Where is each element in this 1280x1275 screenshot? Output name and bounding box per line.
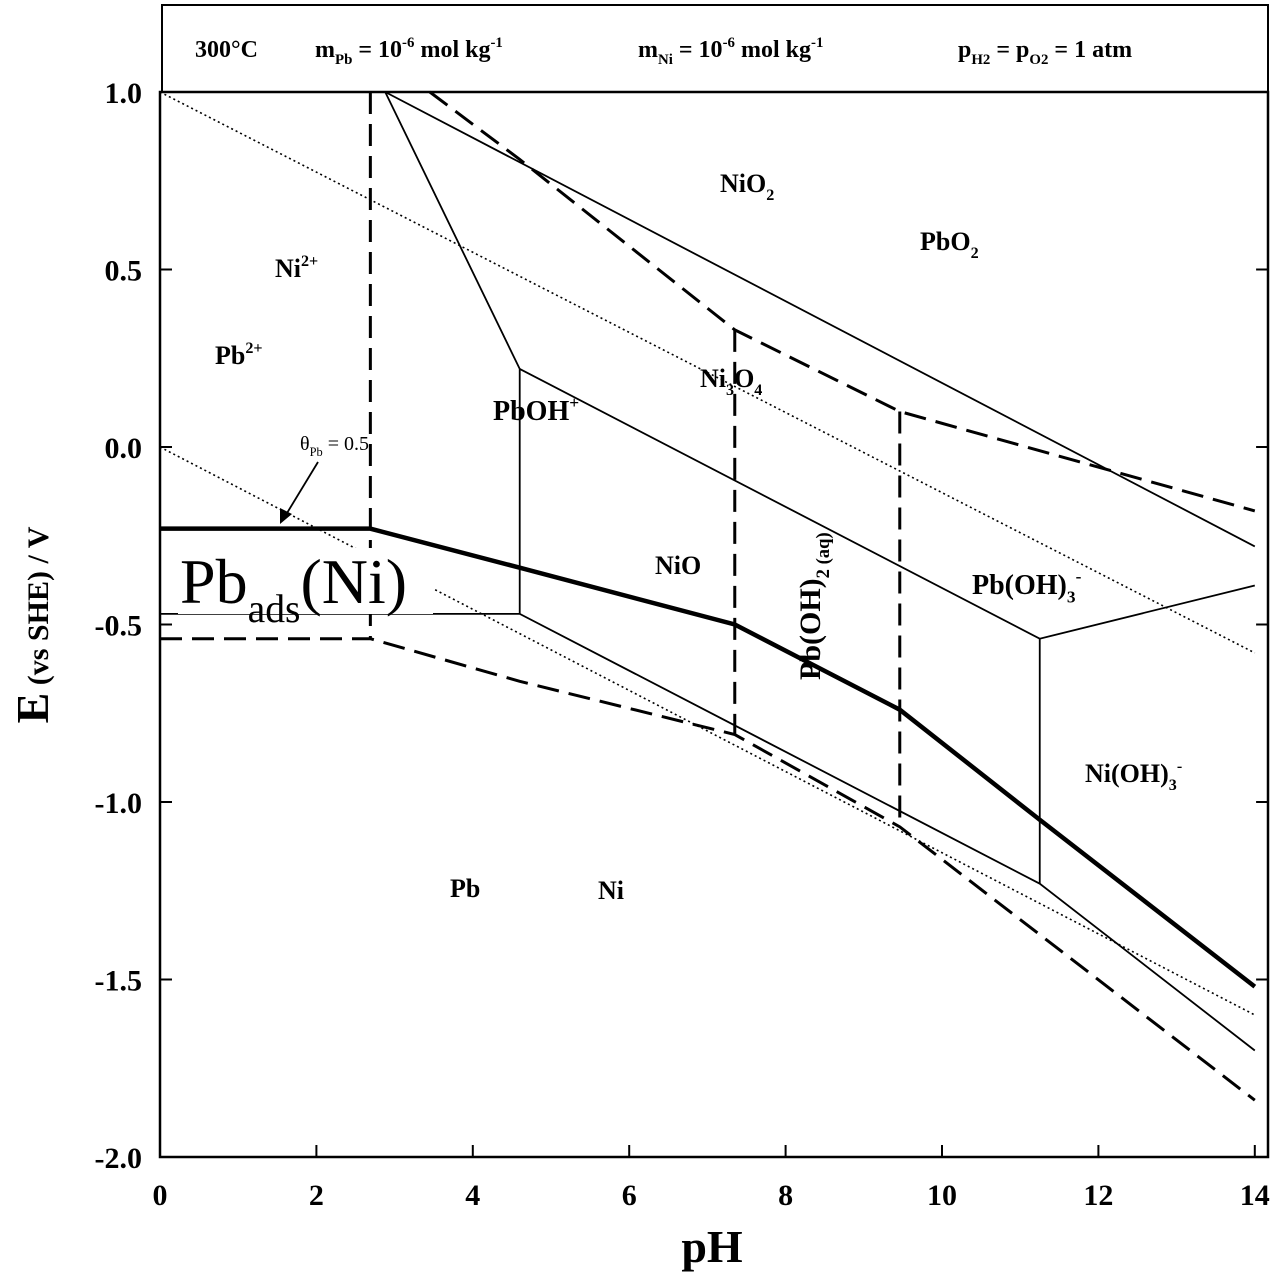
text-part: (Ni) xyxy=(300,546,407,617)
text-part: Pb xyxy=(215,341,245,370)
region-label: NiO2 xyxy=(720,169,774,204)
text-part: 2 xyxy=(971,245,979,262)
header-text: mNi = 10-6 mol kg-1 xyxy=(638,35,823,68)
text-part: = 10 xyxy=(352,37,402,63)
text-part: O xyxy=(734,364,754,393)
region-label: Pb(OH)3- xyxy=(972,567,1082,606)
x-tick-label: 4 xyxy=(465,1179,480,1212)
x-tick-label: 12 xyxy=(1083,1179,1113,1212)
text-part: mol kg xyxy=(735,37,811,63)
text-part: -6 xyxy=(402,35,414,51)
text-part: Pb(OH) xyxy=(794,578,827,680)
text-part: -1 xyxy=(490,35,502,51)
text-part: NiO xyxy=(720,169,766,198)
text-part: (vs SHE) / V xyxy=(22,526,55,692)
text-part: 3 xyxy=(1169,777,1177,794)
region-label: Ni3O4 xyxy=(700,364,762,399)
header-text: mPb = 10-6 mol kg-1 xyxy=(315,35,503,68)
text-part: θ xyxy=(300,433,310,455)
text-part: m xyxy=(638,37,658,63)
text-part: = 10 xyxy=(673,37,723,63)
region-label: Ni2+ xyxy=(275,253,318,283)
pointer-arrowhead xyxy=(280,508,292,524)
region-label: Pb(OH)2 (aq) xyxy=(794,532,834,680)
header-text: 300°C xyxy=(195,37,258,63)
text-part: 300°C xyxy=(195,37,258,63)
text-part: -6 xyxy=(723,35,735,51)
text-part: p xyxy=(958,37,971,63)
text-part: 2+ xyxy=(301,253,318,270)
pointer-arrow xyxy=(283,461,319,519)
boundary-line xyxy=(160,637,1256,1102)
text-part: - xyxy=(1177,758,1182,775)
x-tick-label: 6 xyxy=(622,1179,637,1212)
y-tick-label: -0.5 xyxy=(95,610,143,643)
label-background xyxy=(178,548,433,614)
text-part: 3 xyxy=(726,382,734,399)
region-label: Pb2+ xyxy=(215,340,263,370)
region-label: Ni xyxy=(598,876,624,905)
text-part: Pb xyxy=(450,874,480,903)
y-tick-label: 0.0 xyxy=(105,432,143,465)
text-part: PbOH xyxy=(493,396,569,427)
text-part: -1 xyxy=(811,35,823,51)
x-axis-label: pH xyxy=(681,1221,743,1272)
y-tick-label: -1.0 xyxy=(95,787,143,820)
x-tick-label: 0 xyxy=(153,1179,168,1212)
boundary-line xyxy=(384,91,1256,548)
text-part: Ni xyxy=(598,876,624,905)
text-part: Pb xyxy=(310,445,323,459)
text-part: E xyxy=(7,693,58,724)
text-part: Pb xyxy=(335,52,352,68)
text-part: m xyxy=(315,37,335,63)
text-part: O2 xyxy=(1029,52,1048,68)
text-part: = p xyxy=(990,37,1029,63)
text-part: 2 xyxy=(766,187,774,204)
y-tick-label: 1.0 xyxy=(105,77,143,110)
y-tick-label: -1.5 xyxy=(95,965,143,998)
text-part: = 0.5 xyxy=(323,433,369,455)
text-part: = 1 atm xyxy=(1048,37,1132,63)
x-tick-label: 14 xyxy=(1240,1179,1270,1212)
text-part: H2 xyxy=(971,52,990,68)
region-label: Pb xyxy=(450,874,480,903)
boundary-line xyxy=(159,446,1256,1016)
x-tick-label: 10 xyxy=(927,1179,957,1212)
text-part: + xyxy=(569,393,579,412)
text-part: - xyxy=(1076,567,1082,586)
y-axis-label: E (vs SHE) / V xyxy=(7,526,58,723)
region-label: θPb = 0.5 xyxy=(300,433,369,459)
region-label: PbO2 xyxy=(920,227,979,262)
text-part: mol kg xyxy=(414,37,490,63)
text-part: 2+ xyxy=(245,340,262,357)
region-label: NiO xyxy=(655,551,701,580)
text-part: Ni xyxy=(658,52,673,68)
x-tick-label: 2 xyxy=(309,1179,324,1212)
text-part: Ni xyxy=(700,364,726,393)
x-tick-label: 8 xyxy=(778,1179,793,1212)
text-part: Pb(OH) xyxy=(972,570,1067,601)
text-part: PbO xyxy=(920,227,971,256)
region-label: Ni(OH)3- xyxy=(1085,758,1182,794)
text-part: 3 xyxy=(1067,587,1076,606)
text-part: 2 (aq) xyxy=(813,532,834,578)
text-part: NiO xyxy=(655,551,701,580)
y-tick-label: -2.0 xyxy=(95,1142,143,1175)
header-text: pH2 = pO2 = 1 atm xyxy=(958,37,1132,68)
boundary-line xyxy=(159,91,1256,654)
text-part: Ni(OH) xyxy=(1085,759,1169,788)
text-part: Pb xyxy=(180,546,248,617)
y-tick-label: 0.5 xyxy=(105,255,143,288)
text-part: ads xyxy=(248,587,301,631)
text-part: Ni xyxy=(275,254,301,283)
region-label: Pbads(Ni) xyxy=(180,546,407,631)
text-part: 4 xyxy=(754,382,762,399)
region-label: PbOH+ xyxy=(493,393,579,427)
